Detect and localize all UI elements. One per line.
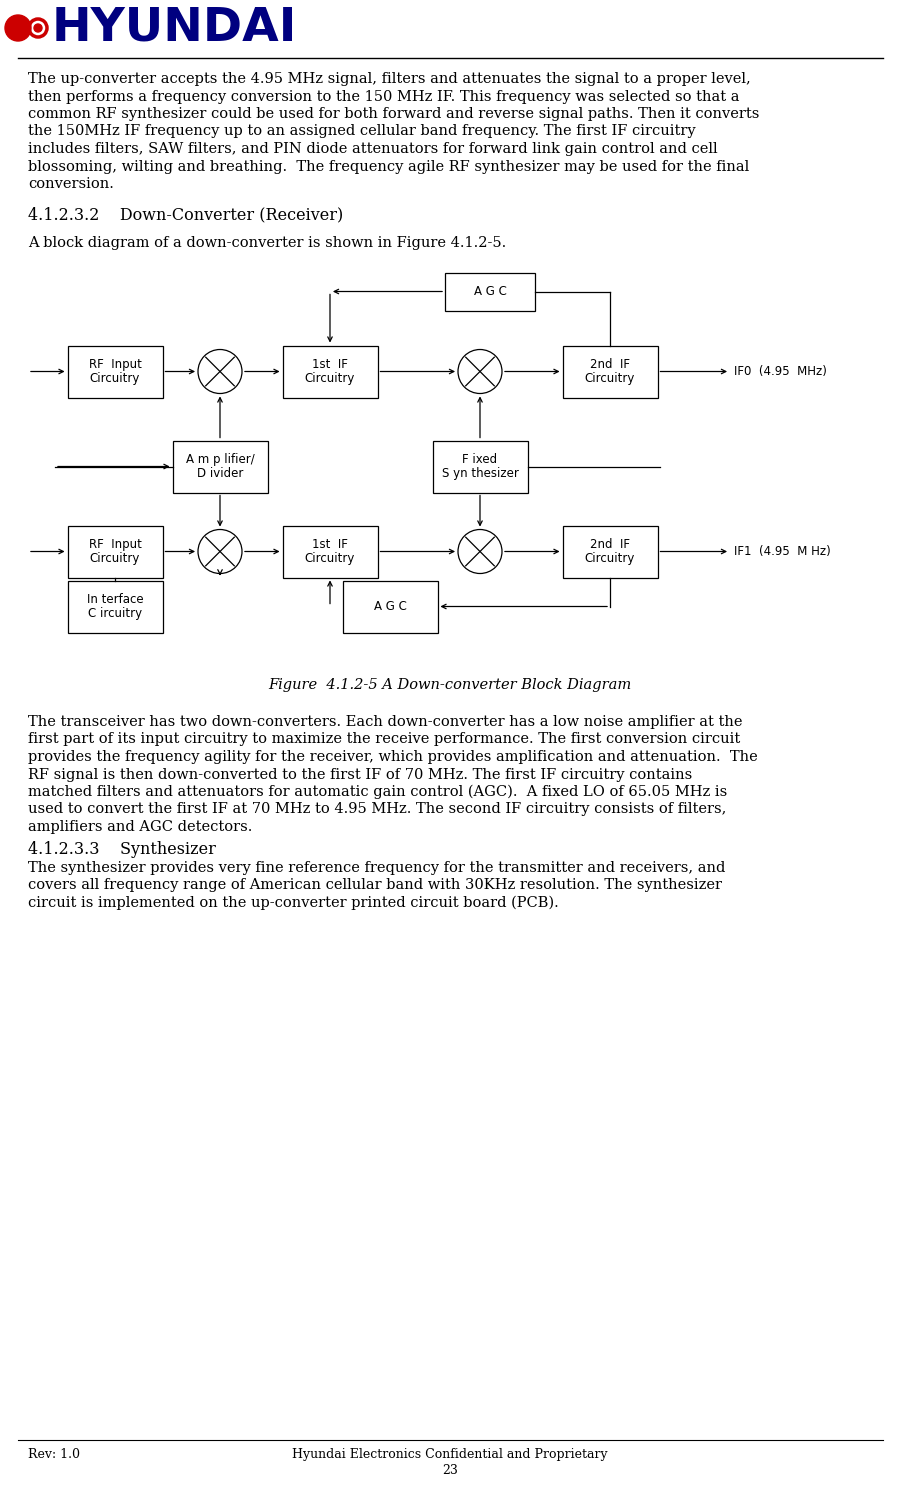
Circle shape (198, 529, 242, 574)
Circle shape (458, 350, 502, 393)
Circle shape (5, 15, 31, 40)
Text: Circuitry: Circuitry (90, 551, 141, 565)
Text: D ivider: D ivider (196, 466, 243, 480)
Text: conversion.: conversion. (28, 176, 114, 191)
Text: then performs a frequency conversion to the 150 MHz IF. This frequency was selec: then performs a frequency conversion to … (28, 90, 740, 103)
Text: includes filters, SAW filters, and PIN diode attenuators for forward link gain c: includes filters, SAW filters, and PIN d… (28, 142, 717, 155)
Circle shape (198, 350, 242, 393)
Text: blossoming, wilting and breathing.  The frequency agile RF synthesizer may be us: blossoming, wilting and breathing. The f… (28, 160, 750, 173)
Text: 1st  IF: 1st IF (312, 359, 348, 372)
Text: 23: 23 (442, 1464, 458, 1478)
Text: common RF synthesizer could be used for both forward and reverse signal paths. T: common RF synthesizer could be used for … (28, 108, 760, 121)
Text: A G C: A G C (474, 285, 506, 297)
Text: Hyundai Electronics Confidential and Proprietary: Hyundai Electronics Confidential and Pro… (292, 1448, 608, 1461)
Text: first part of its input circuitry to maximize the receive performance. The first: first part of its input circuitry to max… (28, 732, 741, 747)
Text: covers all frequency range of American cellular band with 30KHz resolution. The : covers all frequency range of American c… (28, 878, 722, 892)
Bar (283, 345, 378, 397)
Bar (432, 441, 527, 493)
Bar (562, 526, 658, 578)
Text: C ircuitry: C ircuitry (88, 607, 142, 620)
Text: Figure  4.1.2-5 A Down-converter Block Diagram: Figure 4.1.2-5 A Down-converter Block Di… (268, 677, 632, 692)
Bar (283, 526, 378, 578)
Text: Rev: 1.0: Rev: 1.0 (28, 1448, 80, 1461)
Text: The transceiver has two down-converters. Each down-converter has a low noise amp: The transceiver has two down-converters.… (28, 716, 742, 729)
Text: A block diagram of a down-converter is shown in Figure 4.1.2-5.: A block diagram of a down-converter is s… (28, 236, 506, 249)
Text: Circuitry: Circuitry (585, 372, 635, 384)
Text: circuit is implemented on the up-converter printed circuit board (PCB).: circuit is implemented on the up-convert… (28, 896, 559, 910)
Circle shape (34, 24, 42, 31)
Text: In terface: In terface (86, 593, 143, 607)
Bar (68, 581, 162, 632)
Text: 4.1.2.3.3    Synthesizer: 4.1.2.3.3 Synthesizer (28, 841, 216, 859)
Text: A G C: A G C (374, 601, 406, 613)
Bar (68, 526, 162, 578)
Text: matched filters and attenuators for automatic gain control (AGC).  A fixed LO of: matched filters and attenuators for auto… (28, 784, 727, 799)
Text: used to convert the first IF at 70 MHz to 4.95 MHz. The second IF circuitry cons: used to convert the first IF at 70 MHz t… (28, 802, 726, 817)
Text: provides the frequency agility for the receiver, which provides amplification an: provides the frequency agility for the r… (28, 750, 758, 763)
Text: Circuitry: Circuitry (90, 372, 141, 384)
Bar (342, 581, 438, 632)
Text: the 150MHz IF frequency up to an assigned cellular band frequency. The first IF : the 150MHz IF frequency up to an assigne… (28, 124, 696, 139)
Text: S yn thesizer: S yn thesizer (441, 466, 518, 480)
Text: IF1  (4.95  M Hz): IF1 (4.95 M Hz) (734, 545, 831, 557)
Bar (172, 441, 268, 493)
Bar (562, 345, 658, 397)
Text: 2nd  IF: 2nd IF (590, 359, 630, 372)
Text: F ixed: F ixed (462, 453, 497, 466)
Text: HYUNDAI: HYUNDAI (52, 6, 297, 51)
Text: 2nd  IF: 2nd IF (590, 538, 630, 551)
Text: RF signal is then down-converted to the first IF of 70 MHz. The first IF circuit: RF signal is then down-converted to the … (28, 768, 692, 781)
Text: The up-converter accepts the 4.95 MHz signal, filters and attenuates the signal : The up-converter accepts the 4.95 MHz si… (28, 72, 751, 87)
Text: The synthesizer provides very fine reference frequency for the transmitter and r: The synthesizer provides very fine refer… (28, 861, 725, 875)
Text: IF0  (4.95  MHz): IF0 (4.95 MHz) (734, 365, 827, 378)
Text: amplifiers and AGC detectors.: amplifiers and AGC detectors. (28, 820, 252, 834)
Text: Circuitry: Circuitry (585, 551, 635, 565)
Text: 1st  IF: 1st IF (312, 538, 348, 551)
Text: 4.1.2.3.2    Down-Converter (Receiver): 4.1.2.3.2 Down-Converter (Receiver) (28, 206, 343, 224)
Bar (445, 272, 535, 311)
Text: A m p lifier/: A m p lifier/ (186, 453, 254, 466)
Text: RF  Input: RF Input (88, 538, 141, 551)
Circle shape (458, 529, 502, 574)
Bar (68, 345, 162, 397)
Text: RF  Input: RF Input (88, 359, 141, 372)
Text: Circuitry: Circuitry (305, 372, 355, 384)
Text: Circuitry: Circuitry (305, 551, 355, 565)
